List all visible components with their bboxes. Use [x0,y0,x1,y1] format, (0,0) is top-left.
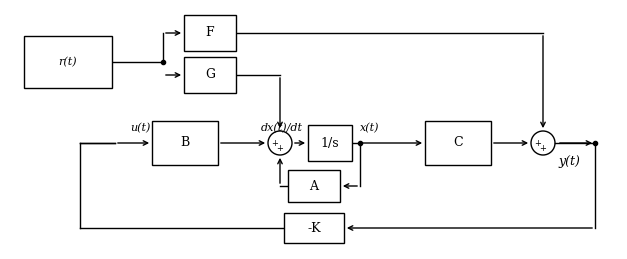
Bar [284,213,344,243]
Text: C: C [453,136,463,149]
Text: B: B [181,136,189,149]
Text: u(t): u(t) [130,123,150,133]
Text: dx(t)/dt: dx(t)/dt [261,123,303,133]
Text: +: + [534,139,541,147]
Text: G: G [205,68,215,82]
Bar [425,121,491,165]
Text: y(t): y(t) [558,155,580,168]
Text: F: F [206,26,214,40]
Text: x(t): x(t) [360,123,379,133]
Text: 1/s: 1/s [320,136,339,149]
Bar [288,170,340,202]
Text: r(t): r(t) [59,57,77,67]
Bar [152,121,218,165]
Bar [24,36,112,88]
Text: +: + [540,144,547,153]
Text: +: + [271,139,278,147]
Bar [184,15,236,51]
Text: -K: -K [307,221,321,234]
Bar [308,125,352,161]
Text: A: A [310,179,319,192]
Text: +: + [277,144,283,153]
Bar [184,57,236,93]
